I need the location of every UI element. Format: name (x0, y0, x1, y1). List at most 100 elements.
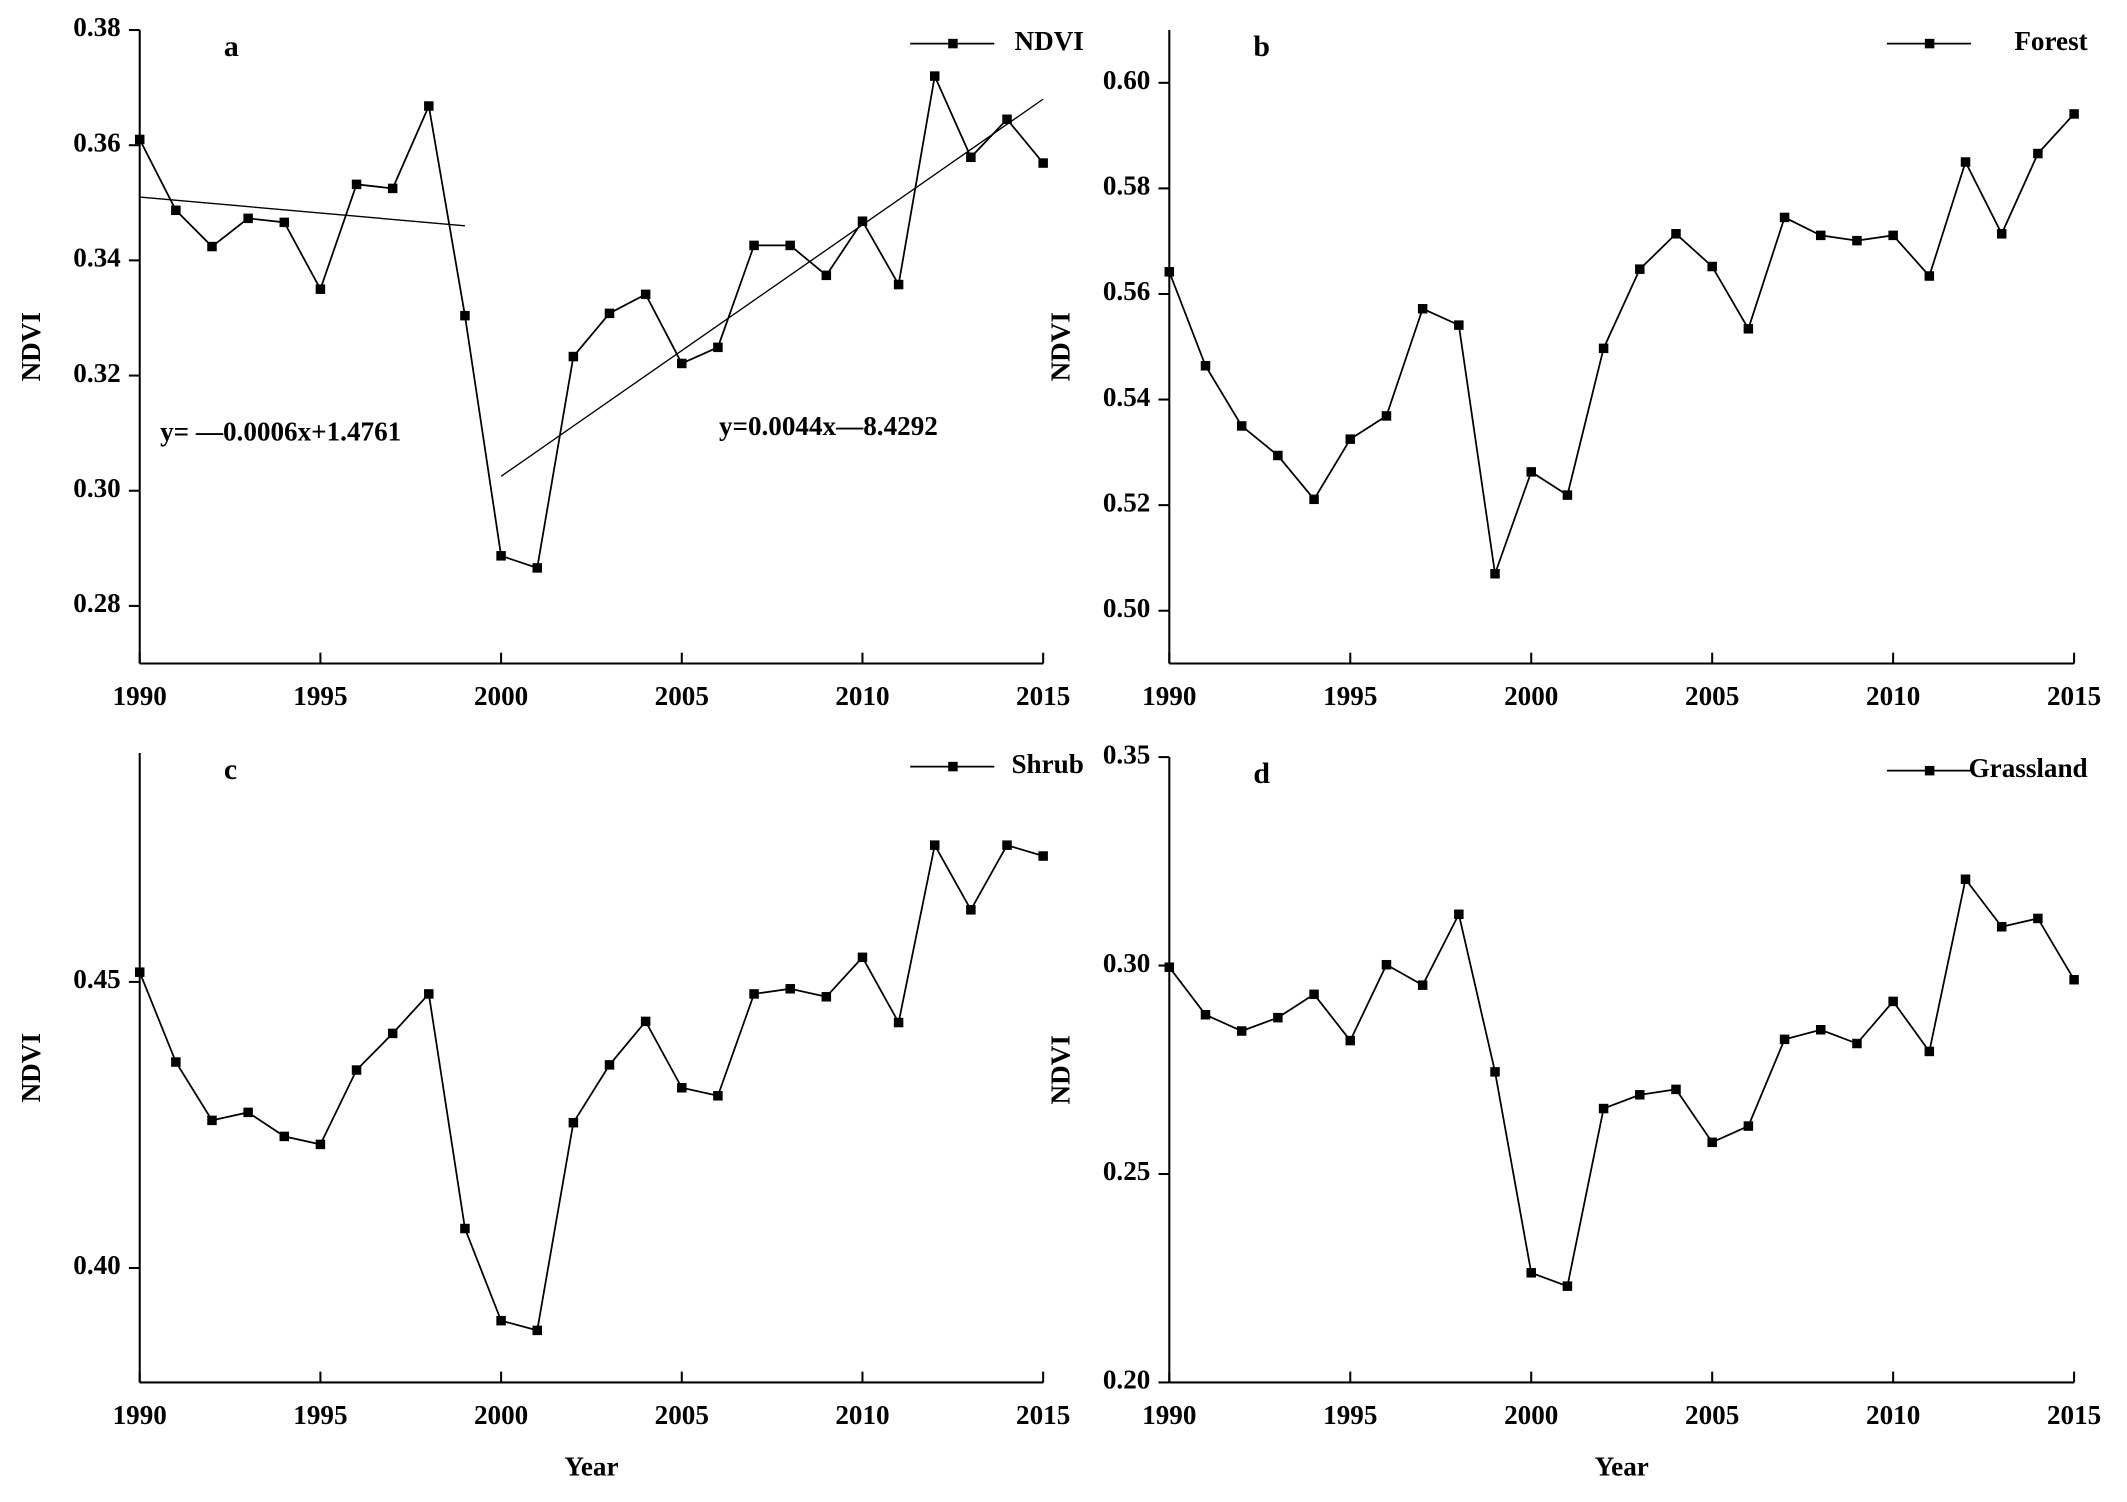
y-axis-label: NDVI (1046, 312, 1076, 381)
data-line (138, 842, 1044, 1332)
data-point (1454, 320, 1464, 330)
data-point (1164, 267, 1175, 277)
data-point (1526, 467, 1536, 477)
data-point (1960, 874, 1971, 885)
y-tick-label: 0.52 (1103, 487, 1150, 517)
data-point (1002, 114, 1012, 125)
data-point (1852, 235, 1862, 246)
data-point (640, 289, 651, 300)
legend-label: Shrub (1011, 749, 1083, 779)
x-tick-label: 2015 (2047, 681, 2101, 711)
y-tick-label: 0.25 (1103, 1156, 1150, 1186)
data-point (2033, 148, 2043, 159)
data-point (134, 134, 145, 145)
y-tick-label: 0.28 (73, 588, 120, 618)
data-point (1526, 1268, 1536, 1278)
data-point (1273, 450, 1283, 461)
data-point (1707, 1137, 1717, 1148)
y-tick-label: 0.30 (1103, 948, 1150, 978)
y-axis-label: NDVI (16, 312, 46, 381)
data-point (1038, 851, 1048, 861)
data-point (677, 358, 687, 369)
x-tick-label: 1995 (1323, 681, 1377, 711)
x-tick-label: 2000 (474, 681, 528, 711)
x-tick-label: 1990 (1142, 681, 1196, 711)
data-point (1779, 1034, 1790, 1045)
data-point (243, 213, 253, 224)
legend-marker (1924, 765, 1935, 776)
data-point (821, 270, 832, 281)
y-tick-label: 0.50 (1103, 593, 1150, 623)
data-point (749, 240, 759, 251)
legend-marker (948, 38, 958, 49)
data-point (929, 840, 940, 850)
data-point (966, 905, 976, 915)
data-point (713, 1091, 723, 1101)
x-tick-label: 2005 (1685, 681, 1739, 711)
data-point (315, 1139, 326, 1150)
x-tick-label: 1995 (293, 1400, 347, 1430)
data-point (1816, 230, 1826, 241)
x-tick-label: 2005 (655, 1400, 709, 1430)
data-point (1417, 980, 1428, 990)
x-tick-label: 1990 (1142, 1400, 1196, 1430)
data-point (1816, 1025, 1826, 1035)
panel-label: c (224, 753, 237, 786)
data-point (1309, 989, 1319, 1000)
x-tick-label: 2000 (474, 1400, 528, 1430)
data-point (1671, 229, 1681, 239)
data-point (1038, 158, 1048, 168)
y-tick-label: 0.20 (1103, 1365, 1150, 1395)
data-point (1164, 962, 1175, 972)
data-point (568, 351, 579, 362)
data-point (351, 1065, 362, 1075)
data-point (966, 152, 976, 163)
data-point (532, 1325, 542, 1336)
data-point (387, 183, 398, 194)
data-point (785, 240, 795, 251)
y-tick-label: 0.30 (73, 473, 120, 503)
data-point (1635, 264, 1645, 274)
data-point (171, 205, 181, 216)
data-point (1960, 157, 1971, 167)
data-point (604, 308, 615, 319)
data-point (1490, 1067, 1500, 1077)
data-line (138, 73, 1044, 570)
x-tick-label: 2010 (835, 1400, 889, 1430)
legend-marker (1924, 38, 1935, 49)
data-point (749, 989, 759, 999)
x-tick-label: 2015 (2047, 1400, 2101, 1430)
y-tick-label: 0.36 (73, 127, 120, 157)
data-point (496, 1315, 506, 1326)
data-point (1562, 1281, 1573, 1291)
data-point (1743, 1121, 1754, 1131)
data-point (1888, 230, 1898, 241)
data-point (1200, 1010, 1211, 1020)
data-point (821, 992, 832, 1002)
data-line (1168, 877, 2075, 1288)
legend-label: Forest (2014, 26, 2087, 56)
data-point (279, 1131, 290, 1142)
x-tick-label: 2010 (1866, 681, 1920, 711)
data-point (1236, 1026, 1247, 1036)
data-point (1381, 411, 1392, 421)
x-tick-label: 2000 (1504, 1400, 1558, 1430)
data-point (1598, 343, 1609, 354)
y-axis-label: NDVI (1046, 1035, 1076, 1104)
y-tick-label: 0.32 (73, 358, 120, 388)
trend-equation: y=0.0044x—8.4292 (719, 411, 938, 441)
data-point (207, 241, 217, 252)
y-tick-label: 0.40 (73, 1250, 120, 1280)
y-tick-label: 0.34 (73, 243, 121, 273)
data-point (1924, 271, 1935, 281)
data-point (1345, 1035, 1356, 1046)
x-tick-label: 2010 (1866, 1400, 1920, 1430)
data-point (1852, 1038, 1862, 1049)
trend-equation: y= —0.0006x+1.4761 (160, 416, 401, 446)
data-point (1996, 229, 2007, 239)
x-tick-label: 2010 (835, 681, 889, 711)
data-point (2069, 109, 2079, 119)
data-point (424, 101, 434, 111)
